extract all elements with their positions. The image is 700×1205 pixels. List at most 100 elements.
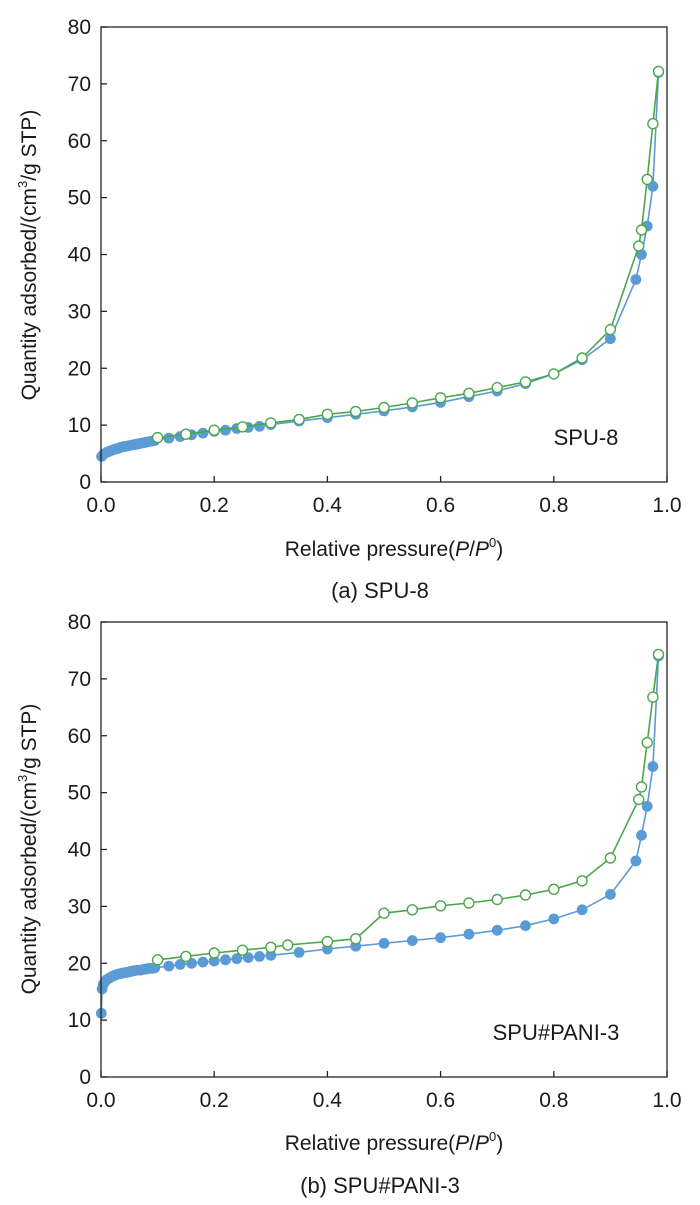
y-tick-label: 40 bbox=[68, 244, 91, 267]
x-tick-label: 0.0 bbox=[86, 494, 115, 517]
x-axis-title: Relative pressure(P/P0) bbox=[285, 535, 504, 561]
data-point-open bbox=[350, 405, 362, 418]
x-tick-label: 1.0 bbox=[652, 494, 681, 517]
x-axis-title-symbol: P bbox=[455, 1132, 469, 1155]
data-point-open bbox=[265, 941, 277, 953]
data-point-open bbox=[378, 907, 390, 919]
data-point-open bbox=[491, 381, 503, 394]
data-point-open bbox=[647, 691, 659, 703]
series-line-desorption bbox=[157, 71, 660, 439]
y-tick-label: 20 bbox=[68, 952, 91, 975]
x-axis-title-text: Relative pressure( bbox=[285, 538, 455, 561]
x-tick-label: 0.2 bbox=[200, 1089, 229, 1112]
data-point-open bbox=[633, 240, 645, 252]
data-point-filled bbox=[605, 889, 616, 900]
data-point-open bbox=[652, 65, 665, 78]
y-tick-label: 30 bbox=[68, 895, 91, 918]
data-point-filled bbox=[576, 904, 588, 916]
y-tick-label: 0 bbox=[79, 1066, 91, 1089]
y-tick-label: 60 bbox=[68, 130, 91, 153]
x-axis-title-slash: / bbox=[469, 538, 475, 561]
data-point-open bbox=[652, 648, 665, 661]
y-axis-title-unit: /g STP) bbox=[18, 704, 41, 775]
y-tick-label: 60 bbox=[68, 725, 91, 748]
panel-b: 0.0 0.2 0.4 0.6 0.8 1.001020304050607080Relat… bbox=[15, 611, 682, 1198]
y-tick-label: 70 bbox=[68, 668, 91, 691]
data-point-filled bbox=[220, 954, 231, 966]
data-point-filled bbox=[435, 932, 447, 944]
panel-a: 0.0 0.2 0.4 0.6 0.8 1.001020304050607080Relat… bbox=[15, 16, 682, 603]
data-point-filled bbox=[231, 953, 243, 965]
data-point-open bbox=[635, 781, 648, 793]
data-point-open bbox=[576, 875, 588, 887]
data-point-filled bbox=[378, 937, 390, 949]
panel-caption: (a) SPU-8 bbox=[331, 578, 429, 603]
x-axis-title-slash: / bbox=[469, 1132, 475, 1155]
y-axis-title-text: Quantity adsorbed/(cm bbox=[18, 188, 41, 400]
panel-caption: (b) SPU#PANI-3 bbox=[300, 1173, 460, 1198]
data-point-open bbox=[604, 323, 617, 336]
x-axis-title-superscript: 0 bbox=[489, 535, 496, 550]
y-axis-title-superscript: 3 bbox=[15, 775, 30, 782]
data-point-open bbox=[519, 889, 532, 901]
y-tick-label: 20 bbox=[68, 357, 91, 380]
data-point-filled bbox=[254, 420, 265, 432]
y-axis-title: Quantity adsorbed/(cm3/g STP) bbox=[15, 704, 41, 995]
y-axis-title-text: Quantity adsorbed/(cm bbox=[18, 782, 41, 994]
data-point-filled bbox=[197, 427, 209, 439]
y-tick-label: 0 bbox=[79, 471, 91, 494]
x-tick-label: 1.0 bbox=[652, 1089, 681, 1112]
x-axis-title-symbol: P bbox=[455, 538, 469, 561]
data-point-filled bbox=[636, 829, 647, 841]
y-tick-label: 30 bbox=[68, 300, 91, 323]
data-point-filled bbox=[163, 432, 175, 444]
plot-frame bbox=[100, 621, 668, 1078]
y-tick-label: 80 bbox=[68, 16, 91, 39]
data-point-open bbox=[208, 947, 220, 959]
series-line-adsorption bbox=[101, 72, 660, 457]
data-point-open bbox=[463, 897, 475, 909]
x-tick-label: 0.6 bbox=[426, 1089, 455, 1112]
data-point-open bbox=[434, 900, 447, 912]
data-point-open bbox=[604, 852, 617, 864]
x-tick-label: 0.8 bbox=[539, 1089, 568, 1112]
data-point-filled bbox=[174, 959, 186, 970]
y-tick-label: 70 bbox=[68, 73, 91, 96]
data-point-open bbox=[321, 935, 334, 948]
x-axis-title: Relative pressure(P/P0) bbox=[285, 1129, 504, 1155]
sample-label: SPU#PANI-3 bbox=[493, 1020, 620, 1045]
data-point-open bbox=[463, 387, 475, 399]
data-point-filled bbox=[220, 424, 231, 436]
data-point-open bbox=[151, 954, 164, 966]
data-point-filled bbox=[163, 960, 175, 972]
data-point-filled bbox=[463, 928, 475, 940]
data-point-open bbox=[548, 368, 560, 380]
sample-label: SPU-8 bbox=[554, 425, 619, 450]
x-tick-label: 0.4 bbox=[313, 1089, 343, 1112]
data-point-open bbox=[576, 352, 588, 364]
data-point-open bbox=[635, 224, 648, 236]
data-point-filled bbox=[406, 935, 418, 946]
data-point-open bbox=[641, 736, 653, 749]
data-point-filled bbox=[491, 924, 503, 936]
data-point-filled bbox=[242, 952, 254, 963]
x-axis-title-text: Relative pressure( bbox=[285, 1132, 455, 1155]
data-point-open bbox=[633, 793, 645, 806]
data-point-filled bbox=[548, 913, 560, 925]
data-point-open bbox=[647, 117, 659, 130]
y-tick-label: 50 bbox=[68, 187, 91, 210]
x-axis-title-symbol: P bbox=[475, 1132, 489, 1155]
y-tick-label: 10 bbox=[68, 1009, 91, 1032]
y-axis-title-unit: /g STP) bbox=[18, 110, 41, 181]
data-point-open bbox=[180, 428, 192, 440]
data-point-open bbox=[236, 944, 249, 956]
data-point-filled bbox=[630, 855, 642, 867]
y-tick-label: 80 bbox=[68, 611, 91, 634]
data-point-filled bbox=[254, 951, 265, 962]
data-point-open bbox=[208, 424, 220, 436]
y-tick-label: 50 bbox=[68, 782, 91, 805]
data-point-filled bbox=[293, 947, 305, 958]
data-point-open bbox=[321, 408, 334, 420]
data-point-open bbox=[265, 417, 277, 429]
